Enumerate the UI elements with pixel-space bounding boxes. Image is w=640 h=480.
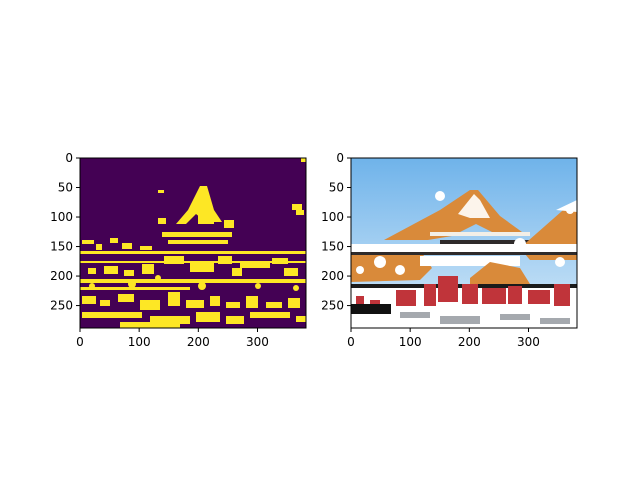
photo-x-tick-label: 0 — [347, 335, 355, 349]
photo-axis-ticks: 0 100 200 300 0 50 100 150 200 250 — [321, 151, 540, 349]
mask-axes-frame — [79, 157, 307, 329]
mask-image — [80, 158, 306, 328]
main-roof — [384, 190, 522, 240]
photo-y-tick-label: 150 — [321, 240, 344, 254]
mask-y-tick-label: 200 — [50, 269, 73, 283]
mask-x-tick-label: 300 — [246, 335, 269, 349]
mask-y-tick-label: 100 — [50, 210, 73, 224]
photo-panel: 0 100 200 300 0 50 100 150 200 250 — [321, 151, 578, 349]
photo-y-tick-label: 250 — [321, 299, 344, 313]
photo-y-tick-label: 100 — [321, 210, 344, 224]
photo-x-tick-label: 300 — [517, 335, 540, 349]
mask-y-tick-label: 50 — [58, 181, 73, 195]
mask-x-tick-label: 100 — [128, 335, 151, 349]
mask-foreground — [80, 158, 306, 328]
mask-x-tick-label: 0 — [76, 335, 84, 349]
mask-axis-ticks: 0 100 200 300 0 50 100 150 200 250 — [50, 151, 269, 349]
photo-axes-frame — [350, 157, 578, 329]
photo-y-tick-label: 50 — [329, 181, 344, 195]
photo-image — [351, 158, 577, 328]
mask-panel: 0 100 200 300 0 50 100 150 200 250 — [50, 151, 307, 349]
photo-y-tick-label: 0 — [336, 151, 344, 165]
mask-y-tick-label: 250 — [50, 299, 73, 313]
mask-x-tick-label: 200 — [187, 335, 210, 349]
side-roof-left — [351, 250, 432, 282]
photo-x-tick-label: 200 — [458, 335, 481, 349]
photo-y-tick-label: 200 — [321, 269, 344, 283]
mask-y-tick-label: 150 — [50, 240, 73, 254]
mask-y-tick-label: 0 — [65, 151, 73, 165]
photo-x-tick-label: 100 — [399, 335, 422, 349]
